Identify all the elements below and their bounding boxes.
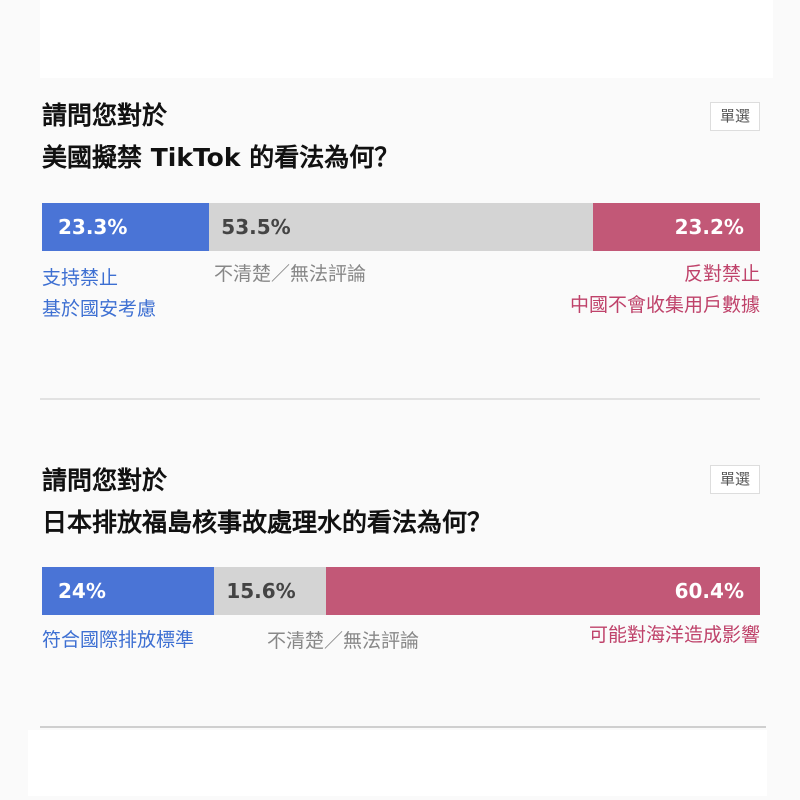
option-label-neutral[interactable]: 不清楚／無法評論 <box>214 259 366 290</box>
poll-title-line1: 請問您對於 <box>42 101 168 130</box>
bar-segment-agree[interactable]: 23.3% <box>42 203 210 251</box>
bar-segment-neutral[interactable]: 15.6% <box>214 567 327 615</box>
single-choice-badge: 單選 <box>710 465 760 494</box>
poll-title-line2: 美國擬禁 TikTok 的看法為何？ <box>42 143 400 172</box>
single-choice-badge: 單選 <box>710 102 760 131</box>
option-label-disagree[interactable]: 可能對海洋造成影響 <box>589 620 760 651</box>
option-label-agree[interactable]: 支持禁止 基於國安考慮 <box>42 263 156 325</box>
poll-title-line2: 日本排放福島核事故處理水的看法為何？ <box>42 508 493 537</box>
divider <box>40 398 760 400</box>
label-line: 基於國安考慮 <box>42 298 157 320</box>
option-label-disagree[interactable]: 反對禁止 中國不會收集用戶數據 <box>570 259 760 321</box>
bottom-card <box>28 730 767 796</box>
poll-tiktok: 請問您對於 美國擬禁 TikTok 的看法為何？ 單選 23.3% 53.5% … <box>42 95 760 320</box>
poll-title-line1: 請問您對於 <box>42 466 168 495</box>
bar-segment-disagree[interactable]: 60.4% <box>326 567 760 615</box>
top-card <box>40 0 773 78</box>
poll-fukushima: 請問您對於 日本排放福島核事故處理水的看法為何？ 單選 24% 15.6% 60… <box>42 460 760 652</box>
result-bar: 23.3% 53.5% 23.2% <box>42 203 760 251</box>
label-line: 不清楚／無法評論 <box>267 630 420 652</box>
label-line: 中國不會收集用戶數據 <box>569 294 760 316</box>
result-bar: 24% 15.6% 60.4% <box>42 567 760 615</box>
bar-segment-disagree[interactable]: 23.2% <box>593 203 760 251</box>
label-line: 可能對海洋造成影響 <box>588 624 760 646</box>
bar-segment-neutral[interactable]: 53.5% <box>209 203 594 251</box>
label-line: 符合國際排放標準 <box>42 629 195 651</box>
label-line: 反對禁止 <box>683 263 760 285</box>
option-label-agree[interactable]: 符合國際排放標準 <box>42 625 194 656</box>
label-line: 不清楚／無法評論 <box>214 263 367 285</box>
option-label-neutral[interactable]: 不清楚／無法評論 <box>267 626 419 657</box>
label-line: 支持禁止 <box>42 267 119 289</box>
bar-segment-agree[interactable]: 24% <box>42 567 215 615</box>
divider <box>40 726 766 728</box>
